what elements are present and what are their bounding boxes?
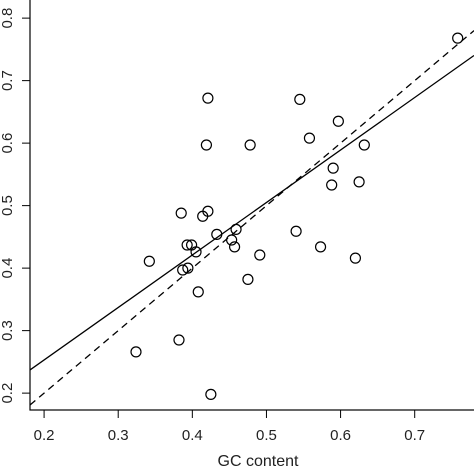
point [242,273,254,285]
point [326,179,338,191]
point [175,207,187,219]
y-tick-label: 0.5 [0,195,16,216]
point [177,264,189,276]
y-tick-label: 0.6 [0,133,16,154]
point [202,92,214,104]
y-tick-label: 0.2 [0,383,16,404]
y-tick-label: 0.7 [0,70,16,91]
point [254,249,266,261]
point [314,241,327,253]
point [230,223,242,235]
point [190,246,202,258]
point [358,139,370,151]
point [294,93,306,105]
point [332,115,344,127]
reference-line [30,54,474,371]
point [226,234,238,246]
y-tick-label: 0.8 [0,8,16,29]
y-tick-label: 0.3 [0,320,16,341]
x-axis-label: GC content [218,453,299,470]
point [303,132,316,144]
x-tick-label: 0.4 [182,427,203,444]
point [130,346,142,358]
x-tick-label: 0.7 [404,427,425,444]
point [353,176,365,188]
point [228,241,241,253]
plot-frame [29,0,474,411]
point [143,255,155,267]
point [173,334,185,346]
point [290,225,302,237]
reference-line [30,30,474,406]
x-tick-label: 0.5 [256,427,277,444]
x-tick-label: 0.2 [34,427,55,444]
point [452,32,464,44]
point [349,252,362,264]
point [192,286,204,298]
point [244,139,256,151]
x-tick-label: 0.3 [108,427,129,444]
point [205,388,217,400]
point [197,210,209,222]
point [327,162,339,174]
point [200,139,213,151]
point [211,228,223,240]
y-tick-label: 0.4 [0,258,16,279]
point [182,262,194,274]
point [181,239,193,251]
x-tick-label: 0.6 [330,427,351,444]
